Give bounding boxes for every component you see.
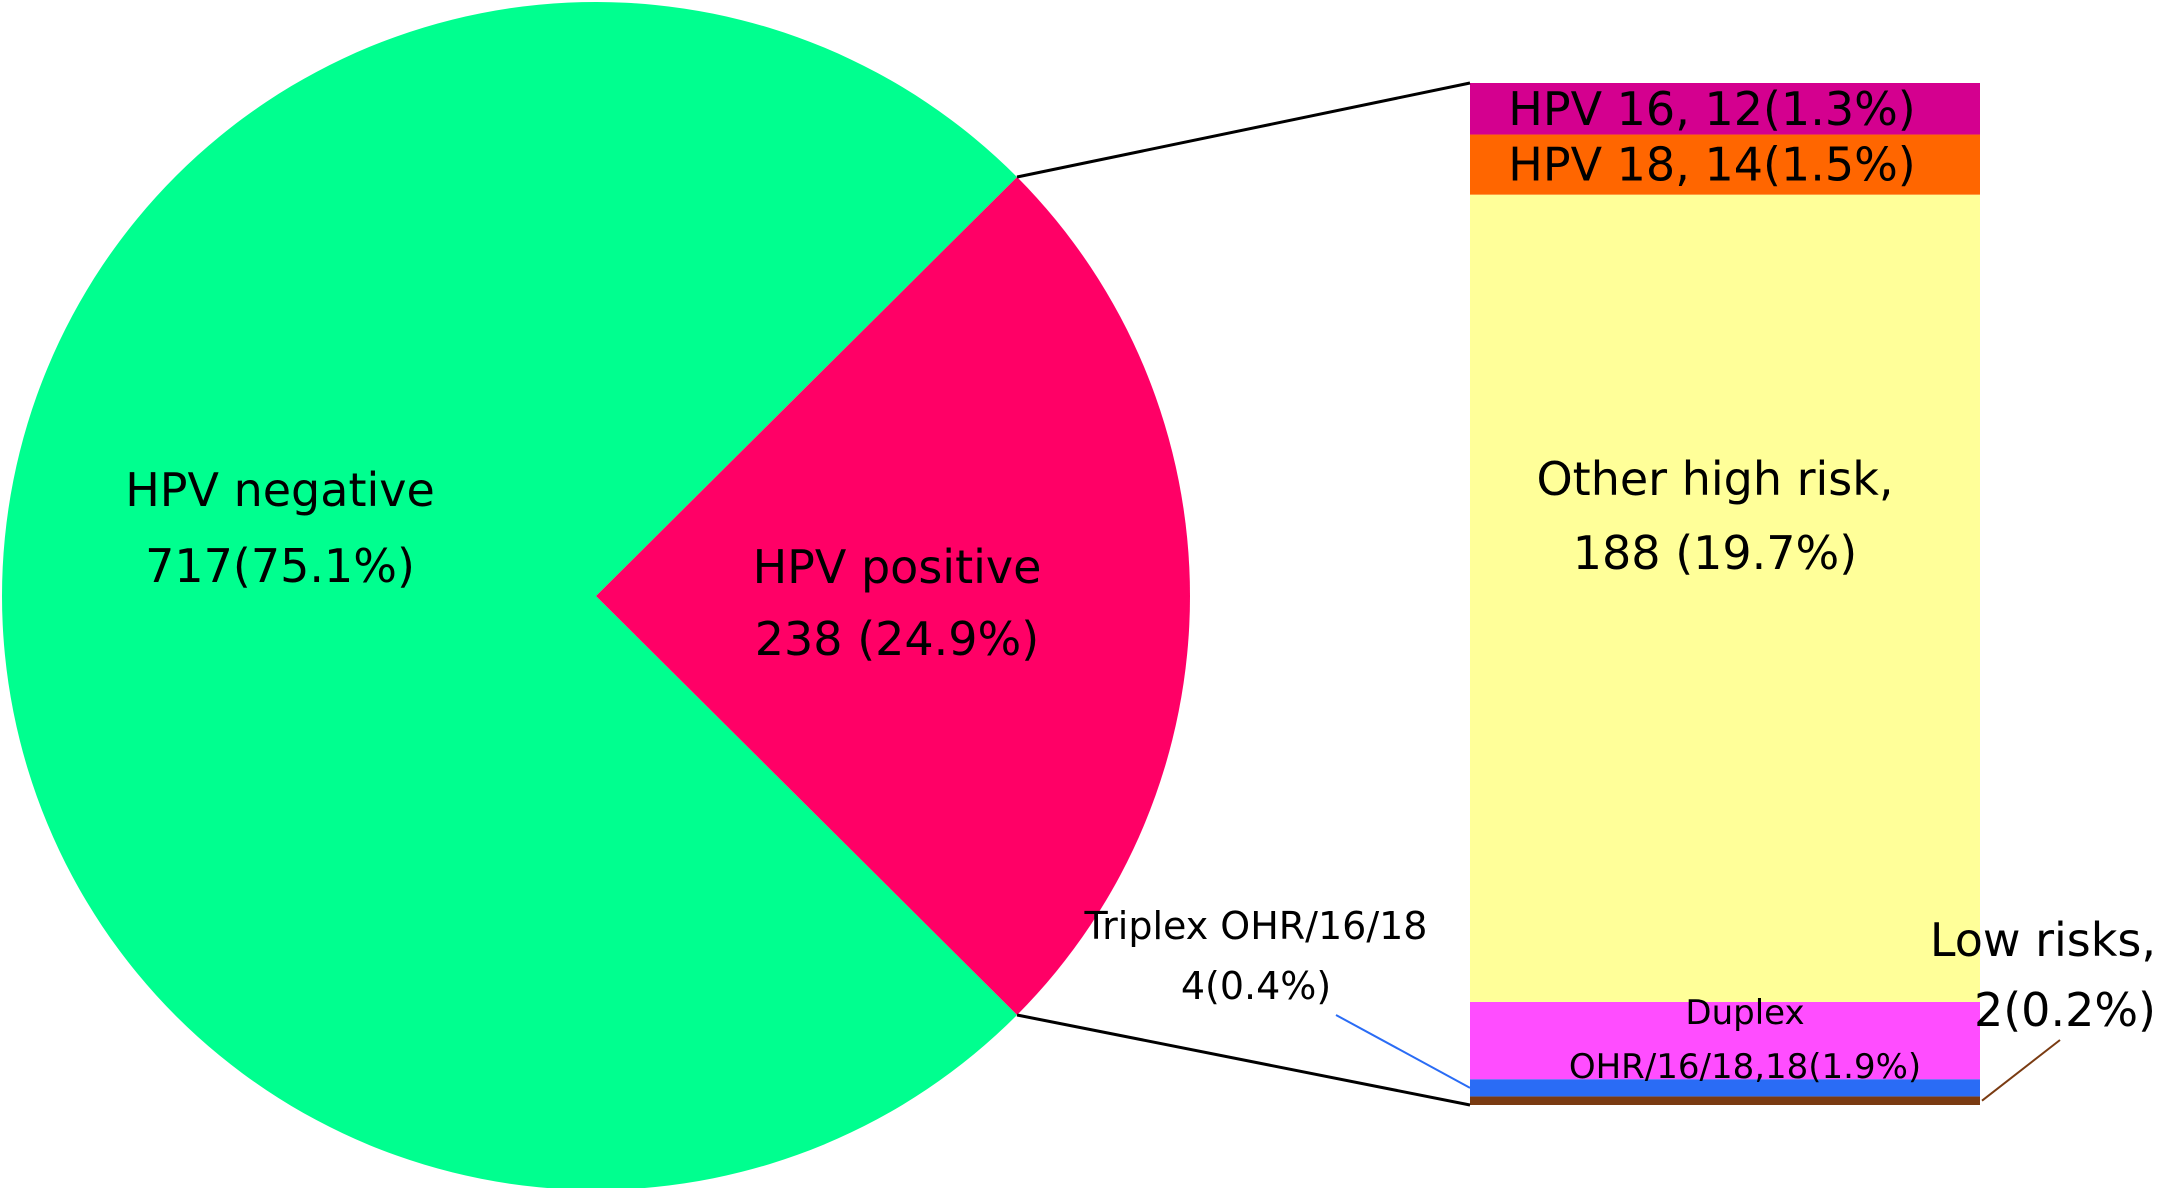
pie-slice-hpv-positive — [596, 177, 1190, 1015]
bar-segment-low-risks — [1470, 1096, 1980, 1105]
bar-label-hpv-18-line-1: HPV 18, 14(1.5%) — [1508, 138, 1916, 192]
bar-label-hpv-16-line-1: HPV 16, 12(1.3%) — [1508, 82, 1916, 136]
bar-label-low-risks-line-1: Low risks, — [1930, 913, 2156, 967]
bar-segment-duplex-ohr-16-18-18 — [1470, 1001, 1980, 1080]
bar-label-duplex-line-1: Duplex — [1685, 993, 1804, 1033]
stacked-bar — [1470, 83, 1980, 1105]
bar-label-triplex-line-1: Triplex OHR/16/18 — [1084, 904, 1428, 948]
triplex-leader-line — [1335, 1014, 1471, 1089]
pie-label-hpv-negative-line-1: HPV negative — [125, 463, 435, 517]
bar-label-triplex-line-2: 4(0.4%) — [1181, 964, 1331, 1008]
pie-label-hpv-positive-line-2: 238 (24.9%) — [755, 612, 1039, 666]
bar-label-other-high-risk-line-2: 188 (19.7%) — [1573, 526, 1857, 580]
bar-label-duplex-line-2: OHR/16/18,18(1.9%) — [1569, 1047, 1921, 1087]
connector-top — [1016, 81, 1471, 179]
bar-segment-hpv-16 — [1470, 83, 1980, 135]
bar-label-other-high-risk-line-1: Other high risk, — [1536, 452, 1893, 506]
pie-chart — [2, 1, 1190, 1188]
low-risks-leader-line — [1981, 1039, 2061, 1102]
labels: HPV negative 717(75.1%) HPV positive 238 (2… — [125, 82, 2156, 1087]
bar-segment-triplex-ohr-16-18 — [1470, 1079, 1980, 1097]
connector-bottom — [1016, 1013, 1471, 1107]
pie-label-hpv-negative-line-2: 717(75.1%) — [145, 539, 415, 593]
bar-segment-hpv-18 — [1470, 134, 1980, 195]
connector-lines — [1016, 81, 2061, 1107]
pie-label-hpv-positive-line-1: HPV positive — [753, 540, 1042, 594]
pie-slice-hpv-negative — [2, 1, 1018, 1188]
bar-segment-other-high-risk — [1470, 194, 1980, 1002]
bar-label-low-risks-line-2: 2(0.2%) — [1974, 983, 2156, 1037]
